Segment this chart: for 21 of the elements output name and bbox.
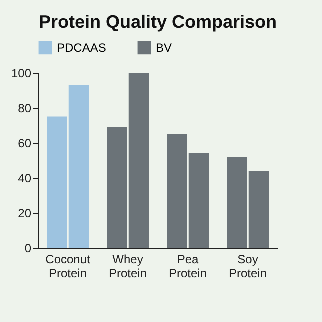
x-tick-label: Soy Protein bbox=[228, 252, 268, 280]
chart-title: Protein Quality Comparison bbox=[38, 12, 278, 32]
legend-label: PDCAAS bbox=[57, 40, 106, 55]
y-tick-label: 80 bbox=[18, 102, 32, 116]
bar bbox=[128, 73, 149, 248]
bar bbox=[167, 134, 188, 248]
bar bbox=[248, 171, 269, 248]
bar bbox=[68, 85, 89, 248]
bar bbox=[188, 154, 209, 248]
bar bbox=[107, 127, 128, 248]
x-tick-label: Whey Protein bbox=[108, 252, 148, 280]
x-tick-label: Pea Protein bbox=[168, 252, 208, 280]
y-tick-label: 100 bbox=[11, 66, 32, 80]
x-tick-label: Coconut Protein bbox=[46, 252, 92, 280]
y-tick-label: 20 bbox=[18, 206, 32, 220]
y-tick-label: 0 bbox=[24, 242, 32, 256]
y-tick-label: 40 bbox=[18, 172, 32, 186]
bar bbox=[47, 116, 68, 248]
bar bbox=[227, 157, 248, 248]
y-tick-label: 60 bbox=[18, 136, 32, 150]
legend-label: BV bbox=[156, 40, 172, 55]
